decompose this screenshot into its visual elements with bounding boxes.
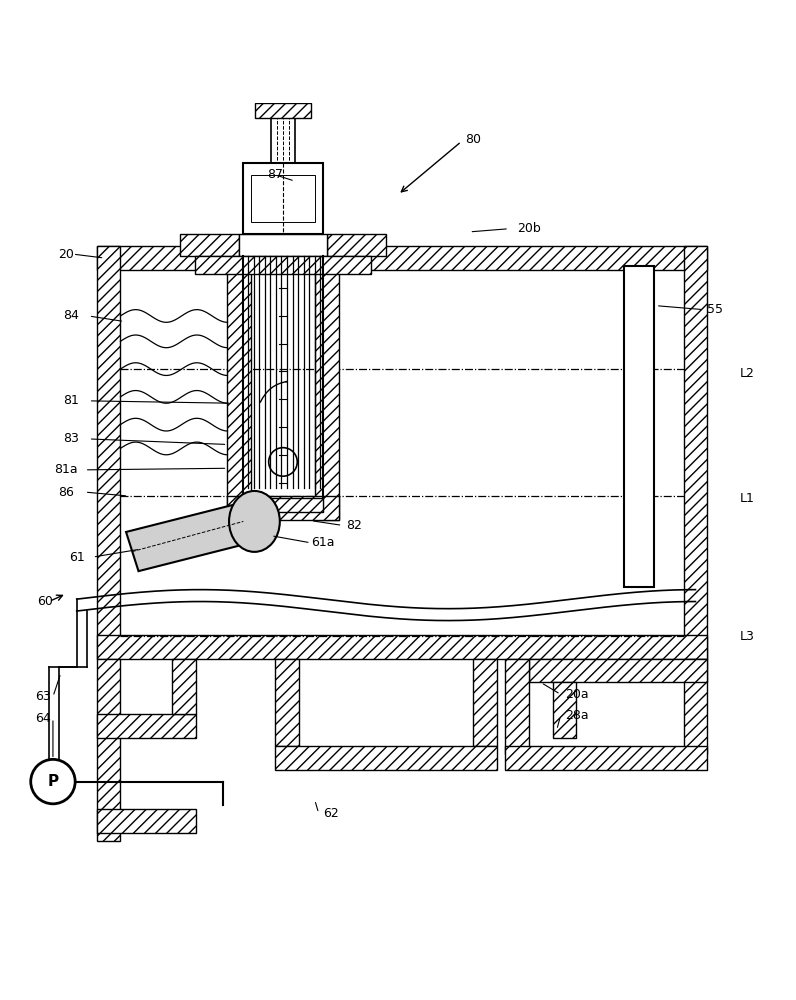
Text: 62: 62 (322, 807, 338, 820)
Text: L1: L1 (739, 492, 755, 505)
FancyArrowPatch shape (260, 381, 287, 402)
Bar (96, 809, 196, 833)
Bar (96, 659, 120, 841)
Text: 20: 20 (58, 248, 74, 261)
Text: 82: 82 (346, 519, 362, 532)
Text: 55: 55 (708, 303, 724, 316)
Text: 86: 86 (58, 486, 74, 499)
Bar (96, 714, 196, 738)
Bar (252, 175, 314, 222)
Text: 28a: 28a (564, 709, 588, 722)
Text: 80: 80 (466, 133, 482, 146)
Bar (684, 659, 708, 754)
Text: 60: 60 (37, 595, 53, 608)
Bar (96, 246, 708, 270)
Bar (275, 659, 298, 746)
Text: 64: 64 (35, 712, 50, 725)
Text: 61a: 61a (311, 536, 334, 549)
Circle shape (31, 759, 75, 804)
Text: 20b: 20b (517, 222, 540, 235)
Bar (684, 246, 708, 659)
Bar (474, 659, 498, 746)
Text: 63: 63 (35, 690, 50, 703)
Text: 87: 87 (267, 168, 283, 181)
Text: P: P (48, 774, 59, 789)
Bar (505, 746, 708, 770)
Bar (314, 270, 338, 520)
Text: 83: 83 (63, 432, 79, 445)
Text: 81: 81 (63, 394, 79, 407)
Bar (326, 234, 386, 256)
Text: 20a: 20a (564, 688, 588, 701)
Bar (529, 659, 708, 682)
Bar (252, 270, 314, 496)
Bar (244, 163, 322, 234)
Bar (96, 246, 120, 659)
Bar (240, 234, 326, 256)
Bar (228, 496, 338, 520)
Polygon shape (126, 502, 257, 571)
Bar (96, 635, 708, 659)
Text: L3: L3 (739, 630, 755, 643)
Bar (244, 498, 322, 512)
Ellipse shape (229, 491, 280, 552)
Bar (195, 256, 371, 274)
Text: 61: 61 (69, 551, 84, 564)
Bar (275, 746, 498, 770)
Bar (624, 266, 654, 587)
Text: 84: 84 (63, 309, 79, 322)
Bar (180, 234, 240, 256)
Bar (552, 682, 576, 738)
Bar (172, 659, 196, 714)
Bar (256, 103, 310, 118)
Bar (505, 659, 529, 754)
Bar (228, 270, 252, 520)
Text: L2: L2 (739, 367, 755, 380)
Text: 81a: 81a (55, 463, 78, 476)
